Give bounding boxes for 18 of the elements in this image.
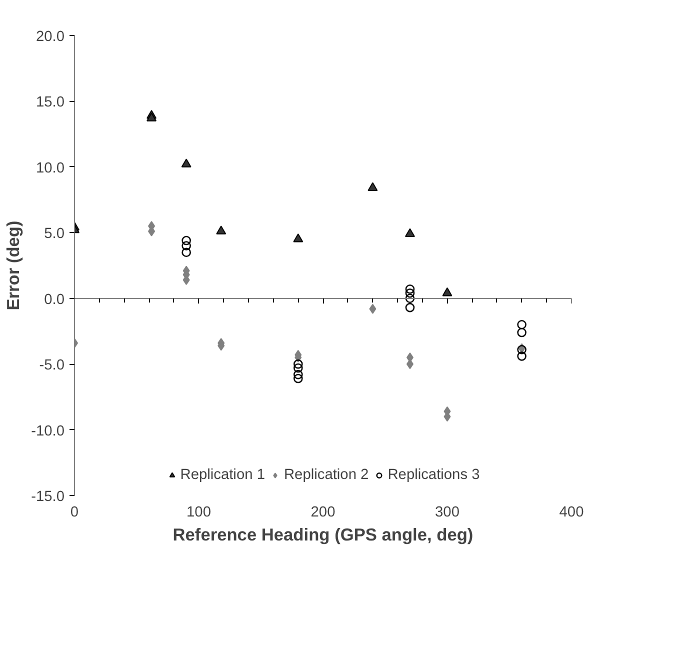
x-axis-title: Reference Heading (GPS angle, deg) <box>172 524 474 544</box>
y-tick-label: 5.0 <box>44 226 64 242</box>
y-tick-label: -15.0 <box>31 489 64 505</box>
y-tick-label: 15.0 <box>36 94 65 111</box>
y-tick-label: 10.0 <box>36 160 65 176</box>
legend-label: Replication 1 <box>180 467 265 483</box>
legend-label: Replications 3 <box>388 467 480 483</box>
y-tick-label: -5.0 <box>39 358 65 374</box>
x-tick-label: 100 <box>186 504 211 520</box>
x-tick-label: 0 <box>70 504 79 520</box>
y-axis-title: Error (deg) <box>3 220 24 310</box>
y-tick-label: -10.0 <box>31 423 64 440</box>
x-tick-label: 400 <box>559 504 584 520</box>
x-tick-label: 200 <box>310 504 336 520</box>
x-tick-label: 300 <box>435 504 460 520</box>
y-tick-label: 0.0 <box>44 292 64 308</box>
y-tick-label: 20.0 <box>36 29 65 45</box>
legend-label: Replication 2 <box>284 467 369 483</box>
